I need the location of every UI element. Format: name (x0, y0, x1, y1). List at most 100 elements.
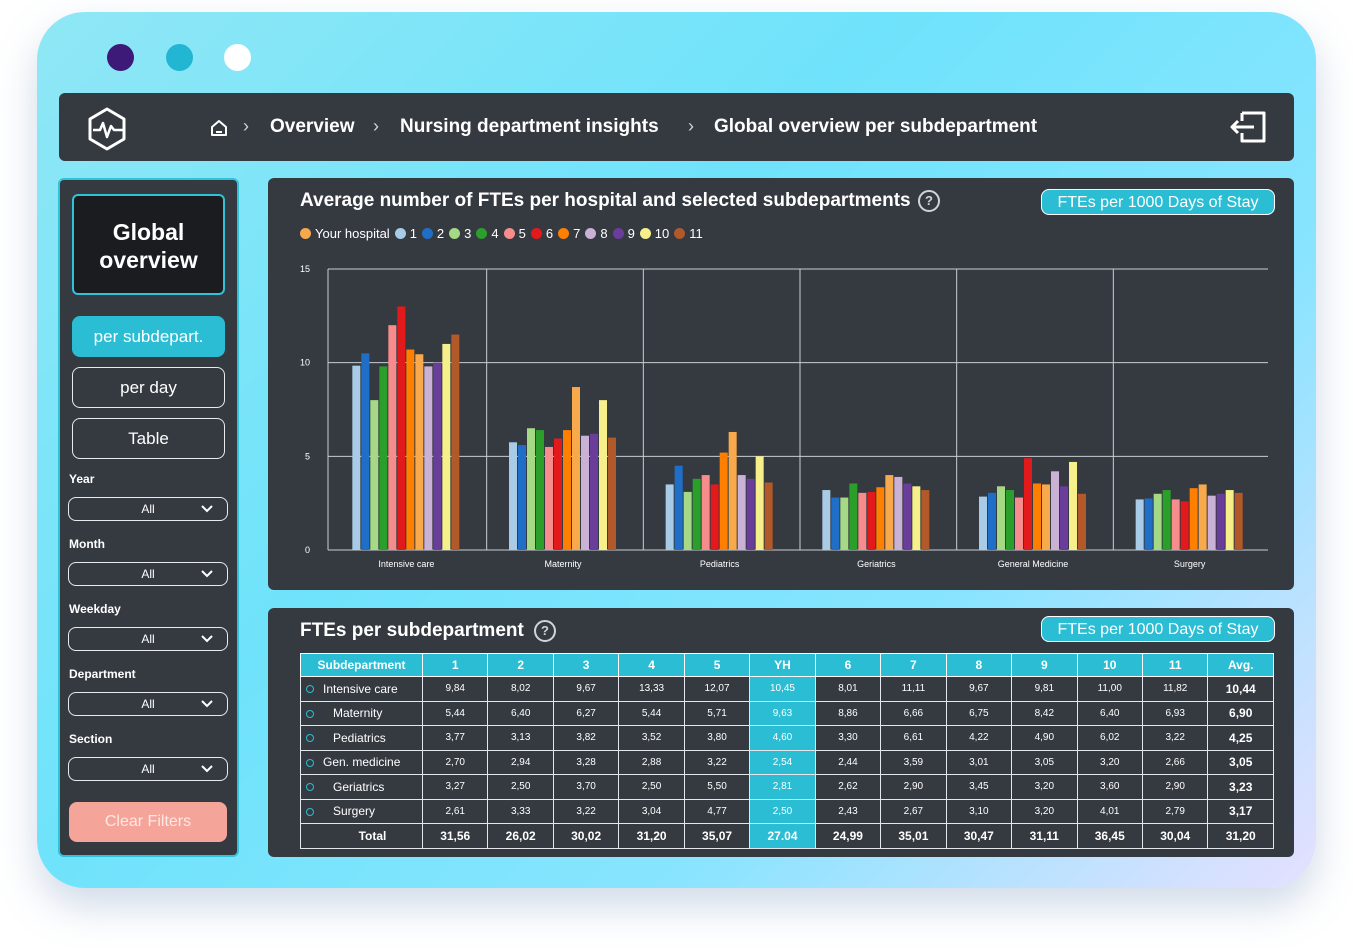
bar (849, 483, 858, 550)
breadcrumb-nursing[interactable]: Nursing department insights (400, 116, 659, 137)
help-icon[interactable]: ? (918, 190, 940, 212)
filter-select-month[interactable]: All (68, 562, 228, 586)
table-row[interactable]: Intensive care 9,84 8,02 9,67 13,33 12,07 10,4… (300, 676, 1274, 702)
filter-select-department[interactable]: All (68, 692, 228, 716)
window-dot[interactable] (224, 44, 251, 71)
legend-item[interactable]: 11 (674, 226, 703, 241)
table-cell: 4,22 (945, 725, 1013, 751)
expand-icon[interactable] (306, 807, 314, 816)
table-cell: 3,17 (1207, 798, 1274, 824)
column-header[interactable]: 7 (880, 653, 947, 677)
legend-item[interactable]: 6 (530, 225, 554, 241)
unit-pill[interactable]: FTEs per 1000 Days of Stay (1041, 189, 1275, 215)
column-header[interactable]: YH (749, 653, 816, 677)
help-icon[interactable]: ? (534, 620, 556, 642)
legend-item[interactable]: 1 (394, 226, 417, 241)
y-tick-label: 5 (305, 451, 310, 461)
expand-icon[interactable] (306, 734, 314, 742)
unit-pill[interactable]: FTEs per 1000 Days of Stay (1041, 616, 1275, 642)
legend-swatch (449, 227, 461, 239)
table-row[interactable]: Pediatrics 3,77 3,13 3,82 3,52 3,80 4,60 3,30 6,… (300, 725, 1274, 751)
bar (1162, 490, 1171, 550)
legend-item[interactable]: 3 (449, 226, 471, 241)
table-cell: 2,61 (421, 798, 489, 824)
column-header[interactable]: 3 (552, 653, 620, 677)
column-header[interactable]: 1 (421, 653, 489, 677)
table-cell: 9,63 (749, 700, 816, 726)
total-row: Total 31,56 26,02 30,02 31,20 35,07 27.04 24,99… (300, 823, 1274, 849)
column-header[interactable]: 2 (487, 653, 554, 677)
bar (370, 400, 379, 550)
legend-label: 9 (627, 225, 635, 241)
column-header[interactable]: 10 (1076, 653, 1143, 677)
column-header[interactable]: 4 (618, 653, 685, 677)
chart-title: Average number of FTEs per hospital and … (300, 190, 911, 211)
breadcrumb-current: Global overview per subdepartment (714, 116, 1038, 137)
chevron-right-icon: › (243, 116, 249, 136)
x-tick-label: Surgery (1174, 559, 1206, 569)
column-header[interactable]: 8 (945, 653, 1013, 677)
column-header[interactable]: Subdepartment (300, 653, 423, 677)
legend-label: 11 (689, 225, 703, 241)
total-cell: 30,47 (945, 823, 1013, 849)
x-tick-label: Geriatrics (857, 559, 896, 569)
bar (728, 431, 737, 550)
legend-label: 6 (545, 225, 554, 241)
legend-item[interactable]: Your hospital (300, 226, 390, 241)
clear-filters-button[interactable]: Clear Filters (69, 802, 227, 842)
bar (701, 475, 710, 550)
table-cell: 5,50 (683, 774, 751, 800)
row-name-cell: Surgery (300, 798, 423, 824)
logout-icon[interactable] (1228, 105, 1272, 149)
legend-item[interactable]: 8 (585, 226, 608, 241)
legend-swatch (639, 227, 651, 239)
legend-item[interactable]: 10 (639, 226, 669, 241)
total-cell: 30,02 (552, 823, 620, 849)
column-header[interactable]: 6 (814, 653, 882, 677)
expand-icon[interactable] (306, 783, 314, 791)
column-header[interactable]: 9 (1011, 653, 1078, 677)
bar (406, 349, 415, 550)
legend-item[interactable]: 9 (612, 225, 635, 241)
bar (1015, 497, 1023, 550)
bar (674, 465, 683, 550)
bar (1060, 486, 1068, 550)
table-cell: 4,25 (1207, 725, 1274, 751)
legend-item[interactable]: 7 (558, 226, 580, 241)
legend-swatch (476, 227, 488, 239)
window-dot[interactable] (107, 44, 134, 71)
table-cell: 2,43 (814, 798, 882, 824)
nav-per-subdepartment[interactable]: per subdepart. (72, 316, 225, 357)
nav-per-day[interactable]: per day (72, 367, 225, 408)
table-cell: 11,82 (1141, 676, 1209, 702)
nav-table[interactable]: Table (72, 418, 225, 459)
chevron-down-icon (201, 700, 213, 708)
column-header[interactable]: 5 (683, 653, 751, 677)
filter-label-year: Year (69, 472, 95, 486)
legend-item[interactable]: 4 (476, 226, 499, 241)
expand-icon[interactable] (306, 758, 314, 767)
table-cell: 10,45 (749, 676, 816, 702)
row-name: Maternity (333, 706, 383, 721)
total-cell: 31,20 (1207, 823, 1274, 849)
window-dot[interactable] (166, 44, 193, 71)
filter-select-year[interactable]: All (68, 497, 228, 521)
legend-item[interactable]: 2 (421, 226, 444, 241)
home-icon[interactable] (209, 118, 229, 138)
table-row[interactable]: Gen. medicine 2,70 2,94 3,28 2,88 3,22 2,54 2,4… (300, 749, 1274, 775)
table-row[interactable]: Geriatrics 3,27 2,50 3,70 2,50 5,50 2,81 2,62 2,… (300, 774, 1274, 800)
column-header[interactable]: 11 (1141, 653, 1209, 677)
bar (545, 446, 553, 550)
table-row[interactable]: Surgery 2,61 3,33 3,22 3,04 4,77 2,50 2,43 2,67 3… (300, 798, 1274, 824)
legend-item[interactable]: 5 (503, 226, 526, 241)
expand-icon[interactable] (306, 709, 314, 718)
filter-select-weekday[interactable]: All (68, 627, 228, 651)
expand-icon[interactable] (306, 685, 314, 693)
column-header[interactable]: Avg. (1207, 653, 1274, 677)
breadcrumb-overview[interactable]: Overview (270, 116, 355, 137)
table-row[interactable]: Maternity 5,44 6,40 6,27 5,44 5,71 9,63 8,86 6,6… (300, 700, 1274, 726)
filter-select-section[interactable]: All (68, 757, 228, 781)
bar (1006, 490, 1014, 550)
heart-pulse-hexagon-icon[interactable] (84, 106, 130, 152)
x-tick-label: Maternity (544, 559, 582, 569)
